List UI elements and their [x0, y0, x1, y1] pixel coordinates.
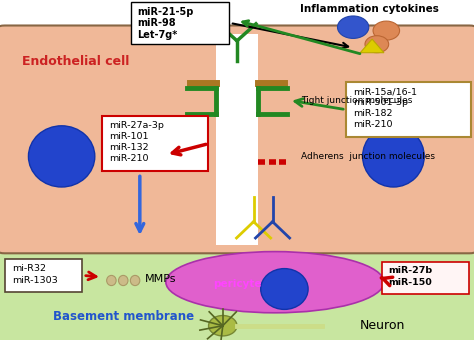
Text: miR-182: miR-182 — [353, 109, 392, 118]
Text: miR-1303: miR-1303 — [12, 276, 58, 285]
Ellipse shape — [107, 275, 116, 286]
FancyBboxPatch shape — [0, 238, 474, 340]
Ellipse shape — [28, 126, 95, 187]
Text: miR-132: miR-132 — [109, 143, 149, 152]
Text: miR-27b: miR-27b — [389, 267, 433, 275]
Text: miR-21-5p: miR-21-5p — [137, 7, 194, 17]
Text: miR-98: miR-98 — [137, 18, 176, 29]
Ellipse shape — [118, 275, 128, 286]
Text: miR-150: miR-150 — [389, 278, 432, 287]
Text: MMPs: MMPs — [145, 274, 176, 284]
Text: miR-210: miR-210 — [109, 154, 148, 163]
Circle shape — [337, 16, 369, 38]
Text: Let-7g*: Let-7g* — [137, 30, 178, 40]
Text: Basement membrane: Basement membrane — [53, 310, 194, 323]
FancyBboxPatch shape — [5, 259, 82, 292]
Ellipse shape — [261, 269, 308, 309]
Ellipse shape — [130, 275, 140, 286]
FancyBboxPatch shape — [382, 262, 469, 294]
Text: mi-R32: mi-R32 — [12, 264, 46, 273]
Circle shape — [373, 21, 400, 40]
FancyBboxPatch shape — [131, 2, 229, 44]
Text: Tight junction molecules: Tight junction molecules — [301, 96, 412, 105]
Text: miR-15a/16-1: miR-15a/16-1 — [353, 87, 417, 96]
Text: Endothelial cell: Endothelial cell — [22, 55, 129, 68]
Polygon shape — [360, 39, 384, 53]
Circle shape — [365, 36, 389, 53]
Text: miR-101: miR-101 — [109, 132, 148, 141]
Text: Adherens  junction molecules: Adherens junction molecules — [301, 152, 435, 161]
Ellipse shape — [166, 252, 384, 313]
Text: miR-27a-3p: miR-27a-3p — [109, 121, 164, 130]
Text: Neuron: Neuron — [360, 319, 406, 332]
Circle shape — [209, 316, 237, 336]
Text: Inflammation cytokines: Inflammation cytokines — [301, 3, 439, 14]
FancyBboxPatch shape — [102, 116, 208, 171]
Ellipse shape — [363, 126, 424, 187]
Bar — [216, 34, 258, 245]
Text: miR-210: miR-210 — [353, 120, 392, 129]
FancyBboxPatch shape — [346, 82, 471, 137]
Text: pericyte: pericyte — [213, 279, 261, 289]
Text: miR-501-3p: miR-501-3p — [353, 98, 408, 107]
FancyBboxPatch shape — [0, 26, 474, 253]
